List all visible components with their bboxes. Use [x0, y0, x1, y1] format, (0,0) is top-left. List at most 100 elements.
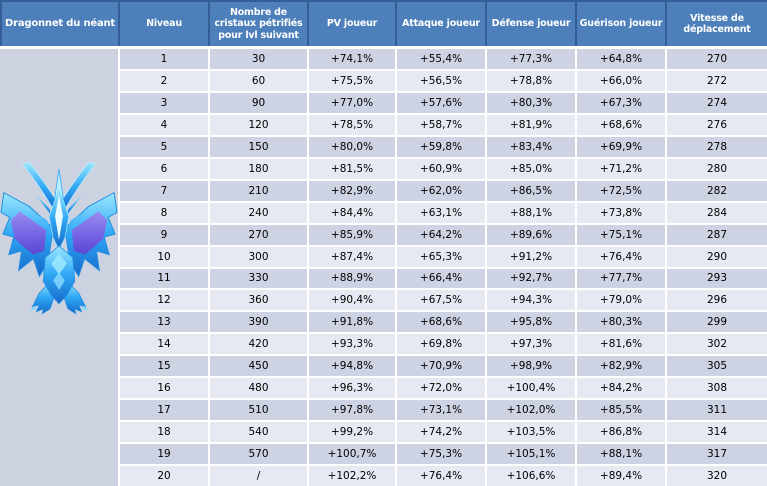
stat-cell: 276	[667, 114, 767, 135]
stat-cell: +60,9%	[397, 158, 485, 179]
stat-cell: +62,0%	[397, 180, 485, 201]
stat-cell: +82,9%	[577, 356, 665, 377]
stat-cell: +77,3%	[487, 49, 575, 69]
stat-cell: +63,1%	[397, 202, 485, 223]
stat-cell: +68,6%	[577, 114, 665, 135]
stat-cell: +78,5%	[309, 114, 395, 135]
stat-cell: 308	[667, 378, 767, 399]
creature-image-panel	[0, 49, 118, 486]
stat-cell: 300	[210, 246, 307, 267]
stat-cell: 360	[210, 290, 307, 311]
stat-cell: 320	[667, 466, 767, 486]
stat-cell: +102,0%	[487, 400, 575, 421]
stat-cell: 317	[667, 444, 767, 465]
level-cell: 17	[120, 400, 208, 421]
stat-cell: +93,3%	[309, 334, 395, 355]
stat-cell: 270	[667, 49, 767, 69]
level-cell: 1	[120, 49, 208, 69]
level-cell: 18	[120, 422, 208, 443]
stat-cell: +75,5%	[309, 70, 395, 91]
level-cell: 5	[120, 136, 208, 157]
stat-cell: 450	[210, 356, 307, 377]
stats-header-row: Dragonnet du néant Niveau Nombre de crist…	[0, 0, 767, 46]
stat-cell: +98,9%	[487, 356, 575, 377]
stat-cell: 390	[210, 312, 307, 333]
stat-cell: +81,5%	[309, 158, 395, 179]
stat-cell: 293	[667, 268, 767, 289]
stat-cell: 305	[667, 356, 767, 377]
stat-cell: 330	[210, 268, 307, 289]
stat-cell: +88,1%	[487, 202, 575, 223]
stat-cell: +74,1%	[309, 49, 395, 69]
stat-cell: +56,5%	[397, 70, 485, 91]
level-cell: 20	[120, 466, 208, 486]
stat-cell: +99,2%	[309, 422, 395, 443]
stats-body: 1 30 +74,1% +55,4% +77,3% +64,8% 270 2 60 +75,5% +…	[120, 49, 767, 486]
stat-cell: 30	[210, 49, 307, 69]
stat-cell: +97,8%	[309, 400, 395, 421]
column-header-7: Vitesse de déplacement	[667, 2, 767, 46]
stat-cell: +64,8%	[577, 49, 665, 69]
stat-cell: +91,2%	[487, 246, 575, 267]
stat-cell: 287	[667, 224, 767, 245]
stat-cell: +80,3%	[487, 92, 575, 113]
stat-cell: +57,6%	[397, 92, 485, 113]
stat-cell: +94,3%	[487, 290, 575, 311]
stat-cell: 314	[667, 422, 767, 443]
level-cell: 11	[120, 268, 208, 289]
stat-cell: +76,4%	[577, 246, 665, 267]
stat-cell: +94,8%	[309, 356, 395, 377]
stat-cell: +85,0%	[487, 158, 575, 179]
stat-cell: +105,1%	[487, 444, 575, 465]
header-divider	[0, 46, 767, 49]
stat-cell: 280	[667, 158, 767, 179]
stat-cell: 311	[667, 400, 767, 421]
stat-cell: +92,7%	[487, 268, 575, 289]
stat-cell: +76,4%	[397, 466, 485, 486]
stat-cell: +64,2%	[397, 224, 485, 245]
stat-cell: +79,0%	[577, 290, 665, 311]
level-cell: 2	[120, 70, 208, 91]
stat-cell: +72,0%	[397, 378, 485, 399]
stat-cell: +66,0%	[577, 70, 665, 91]
level-cell: 14	[120, 334, 208, 355]
stat-cell: 240	[210, 202, 307, 223]
stat-cell: +71,2%	[577, 158, 665, 179]
stat-cell: +97,3%	[487, 334, 575, 355]
stat-cell: +75,1%	[577, 224, 665, 245]
stat-cell: +81,6%	[577, 334, 665, 355]
stat-cell: 278	[667, 136, 767, 157]
level-cell: 15	[120, 356, 208, 377]
stat-cell: +67,3%	[577, 92, 665, 113]
stat-cell: 150	[210, 136, 307, 157]
stat-cell: 302	[667, 334, 767, 355]
stat-cell: 290	[667, 246, 767, 267]
stat-cell: 274	[667, 92, 767, 113]
stat-cell: 296	[667, 290, 767, 311]
stat-cell: +75,3%	[397, 444, 485, 465]
creature-name-header: Dragonnet du néant	[2, 2, 118, 46]
stat-cell: +84,4%	[309, 202, 395, 223]
level-cell: 4	[120, 114, 208, 135]
stat-cell: 480	[210, 378, 307, 399]
stat-cell: +77,0%	[309, 92, 395, 113]
stat-cell: +86,5%	[487, 180, 575, 201]
stat-cell: +88,9%	[309, 268, 395, 289]
column-header-5: Défense joueur	[487, 2, 575, 46]
stat-cell: +85,9%	[309, 224, 395, 245]
stat-cell: 210	[210, 180, 307, 201]
column-header-6: Guérison joueur	[577, 2, 665, 46]
stat-cell: +82,9%	[309, 180, 395, 201]
level-cell: 7	[120, 180, 208, 201]
stat-cell: +58,7%	[397, 114, 485, 135]
stat-cell: +89,4%	[577, 466, 665, 486]
stat-cell: +87,4%	[309, 246, 395, 267]
stat-cell: 540	[210, 422, 307, 443]
stat-cell: +80,3%	[577, 312, 665, 333]
stat-cell: +81,9%	[487, 114, 575, 135]
stat-cell: 284	[667, 202, 767, 223]
stat-cell: +67,5%	[397, 290, 485, 311]
stat-cell: +96,3%	[309, 378, 395, 399]
stat-cell: +84,2%	[577, 378, 665, 399]
